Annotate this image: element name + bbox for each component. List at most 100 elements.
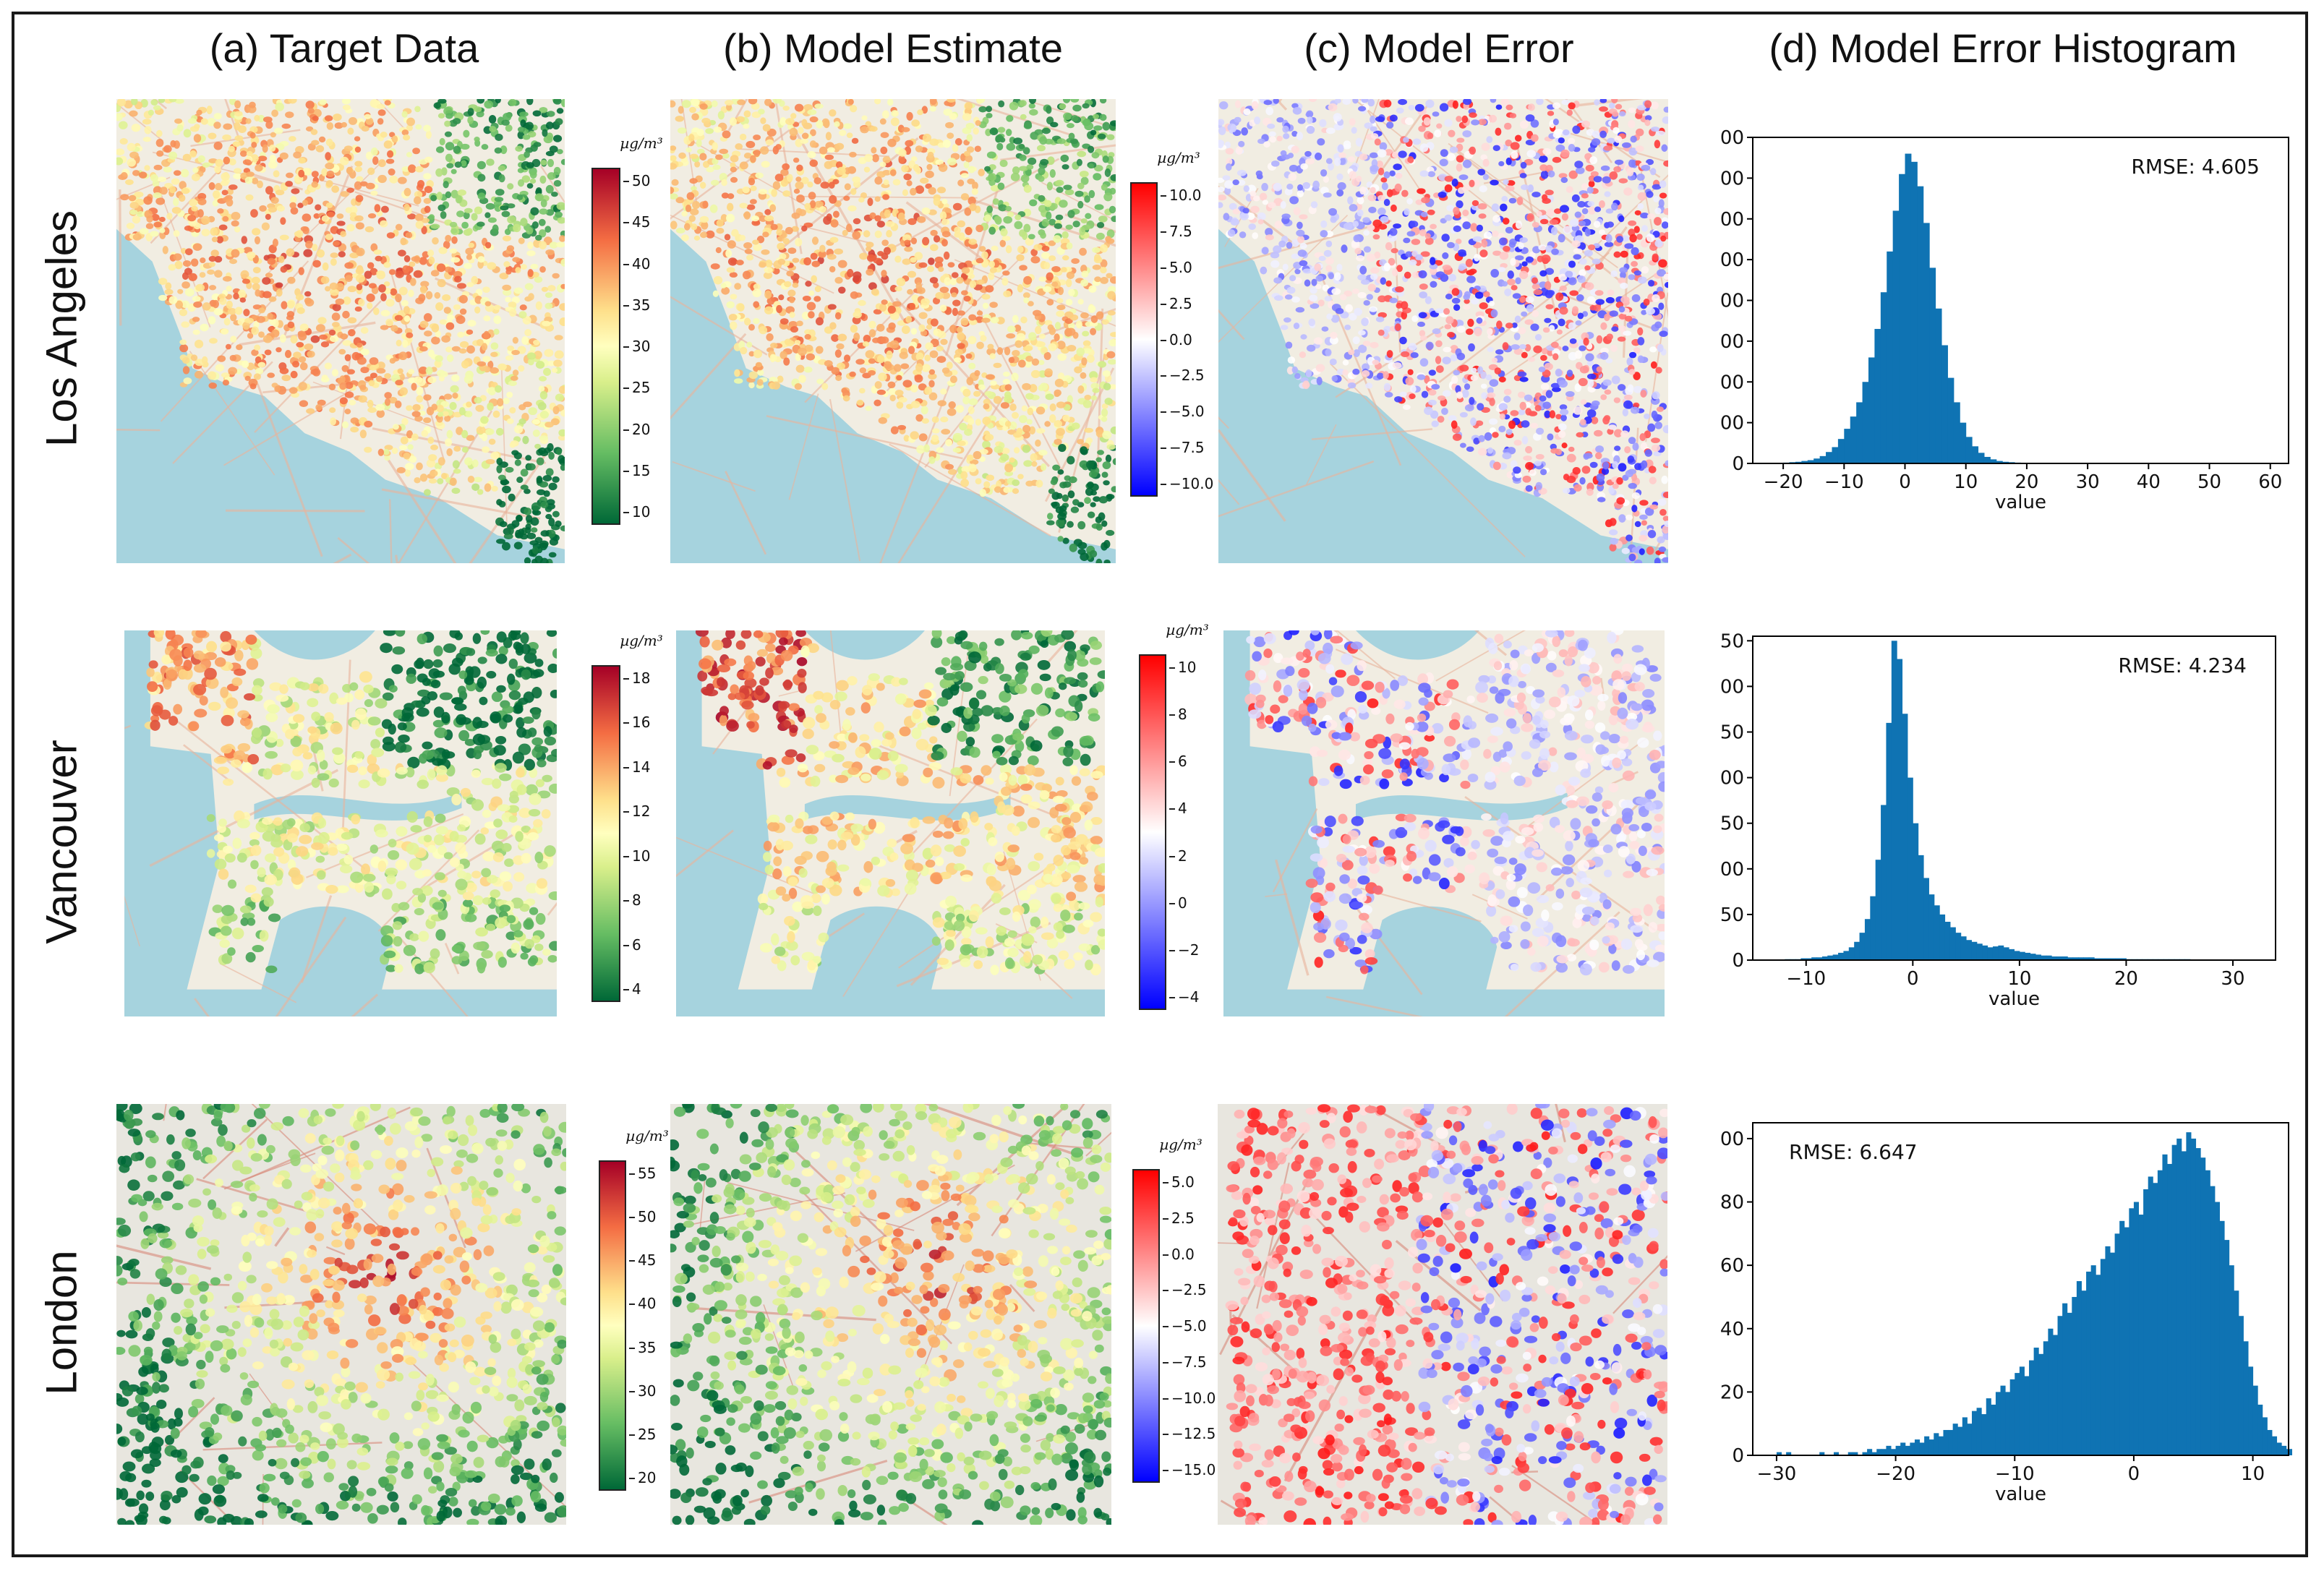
histogram-bar bbox=[1981, 1414, 1987, 1455]
histogram-bar bbox=[2257, 1404, 2263, 1455]
histogram-bar bbox=[1819, 1452, 1825, 1455]
histogram-bar bbox=[1934, 905, 1940, 960]
histogram-bar bbox=[2005, 1392, 2011, 1455]
x-tick-label: 10 bbox=[2241, 1463, 2265, 1485]
histogram-bar bbox=[1868, 357, 1875, 463]
colorbar-unit-label: µg/m³ bbox=[1157, 149, 1200, 166]
histogram-bar bbox=[1938, 1436, 1944, 1455]
histogram-bar bbox=[1914, 1439, 1921, 1455]
histogram-bar bbox=[1819, 455, 1827, 463]
y-tick-label: 40 bbox=[1721, 1319, 1744, 1340]
colorbar-tick-label: 10 bbox=[623, 503, 651, 521]
plot-frame bbox=[1752, 1122, 2289, 1456]
histogram-bar bbox=[1847, 1452, 1853, 1455]
histogram-bar bbox=[1795, 461, 1802, 463]
colorbar-los-angeles-error: 10.0 7.5 5.0 2.5 0.0 −2.5 −5.0 −7.5 −10.0 µg/m³ bbox=[1130, 150, 1237, 497]
histogram-bar bbox=[1899, 174, 1906, 464]
colorbar-tick-label: 14 bbox=[623, 758, 651, 776]
colorbar-tick-label: 45 bbox=[623, 213, 651, 231]
colorbar-tick-label: 50 bbox=[628, 1208, 657, 1226]
colorbar-tick-label: −2.5 bbox=[1161, 367, 1205, 385]
colorbar-unit-label: µg/m³ bbox=[620, 134, 663, 152]
histogram-bar bbox=[1957, 1426, 1963, 1455]
histogram-bar bbox=[1995, 1392, 2002, 1455]
histogram-bar bbox=[2056, 956, 2063, 960]
map-los-angeles-target bbox=[116, 99, 565, 563]
histogram-bar bbox=[1902, 714, 1908, 960]
colorbar-tick-label: 20 bbox=[628, 1469, 657, 1486]
x-tick-label: 30 bbox=[2221, 968, 2244, 990]
histogram-bar bbox=[1881, 805, 1887, 960]
colorbar-tick-label: 40 bbox=[628, 1295, 657, 1313]
colorbar-tick-label: 4 bbox=[1169, 800, 1187, 818]
histogram-bar bbox=[1939, 914, 1946, 960]
colorbar-tick-label: 25 bbox=[623, 379, 651, 397]
histogram-bar bbox=[2181, 1151, 2187, 1455]
histogram-bar bbox=[1848, 947, 1855, 960]
histogram-bar bbox=[2088, 957, 2095, 960]
plot-frame bbox=[1752, 635, 2276, 961]
histogram-bar bbox=[1982, 945, 1988, 960]
map-vancouver-error bbox=[1223, 630, 1665, 1016]
histogram-bar bbox=[1826, 452, 1832, 463]
colorbar-tick-label: 6 bbox=[623, 936, 641, 954]
histogram-bar bbox=[1953, 402, 1960, 463]
x-tick-label: 20 bbox=[2015, 471, 2038, 493]
colorbar-tick-label: 18 bbox=[623, 669, 651, 687]
histogram-bar bbox=[2003, 947, 2009, 960]
histogram-bar bbox=[1972, 446, 1979, 463]
histogram-bar bbox=[1895, 1445, 1901, 1455]
histogram-bar bbox=[2138, 1215, 2144, 1455]
x-tick-label: 0 bbox=[2128, 1463, 2140, 1485]
colorbar-london-target: 55 50 45 40 35 30 25 20 µg/m³ bbox=[599, 1129, 706, 1491]
colorbar-tick-label: 12 bbox=[623, 802, 651, 821]
histogram-bar bbox=[2224, 1240, 2230, 1455]
histogram-bar bbox=[2029, 1360, 2035, 1455]
histogram-bar bbox=[1838, 952, 1844, 960]
histogram-bar bbox=[1998, 945, 2004, 960]
y-axis-label: count bbox=[1721, 274, 1722, 327]
colorbar-tick-label: 4 bbox=[623, 980, 641, 998]
x-tick-label: −30 bbox=[1756, 1463, 1796, 1485]
histogram-bar bbox=[1905, 153, 1912, 464]
histogram-bar bbox=[1928, 1439, 1934, 1455]
colorbar-gradient bbox=[1130, 182, 1158, 497]
colorbar-tick-label: 0.0 bbox=[1163, 1245, 1195, 1263]
histogram-bar bbox=[1978, 453, 1985, 463]
histogram-bar bbox=[1907, 777, 1913, 960]
histogram-bar bbox=[2019, 951, 2025, 960]
histogram-bar bbox=[1786, 1452, 1792, 1455]
y-tick-label: 250 bbox=[1721, 722, 1744, 744]
histogram-bar bbox=[2014, 951, 2020, 960]
histogram-bar bbox=[1991, 1404, 1996, 1455]
histogram-bar bbox=[2083, 957, 2090, 960]
colorbar-tick-label: 40 bbox=[623, 254, 651, 273]
x-tick-label: −10 bbox=[1824, 471, 1864, 493]
x-tick-label: 30 bbox=[2076, 471, 2100, 493]
histogram-bar bbox=[1962, 1417, 1968, 1455]
map-london-error bbox=[1218, 1104, 1667, 1525]
histogram-bar bbox=[1948, 1429, 1954, 1455]
histogram-bar bbox=[1917, 186, 1924, 463]
colorbar-tick-label: 45 bbox=[628, 1251, 657, 1270]
histogram-bar bbox=[2167, 1163, 2173, 1455]
histogram-bar bbox=[2238, 1316, 2244, 1455]
histogram-bar bbox=[2002, 461, 2009, 463]
histogram-bar bbox=[1867, 1449, 1873, 1455]
histogram-bar bbox=[1934, 1433, 1939, 1455]
x-axis-label: value bbox=[1995, 492, 2046, 513]
histogram-bar bbox=[1837, 439, 1845, 463]
colorbar-tick-label: 30 bbox=[623, 338, 651, 355]
map-los-angeles-estimate bbox=[670, 99, 1116, 563]
colorbar-tick-label: 2.5 bbox=[1161, 294, 1192, 312]
histogram-bar bbox=[2210, 1186, 2216, 1455]
histogram-bar bbox=[1983, 456, 1991, 463]
histogram-bar bbox=[2110, 958, 2116, 960]
y-tick-label: 300 bbox=[1721, 331, 1744, 353]
colorbar-unit-label: µg/m³ bbox=[625, 1127, 669, 1144]
histogram-bar bbox=[1918, 855, 1924, 960]
y-tick-label: 350 bbox=[1721, 630, 1744, 652]
histogram-bar bbox=[1913, 823, 1919, 960]
map-london-estimate bbox=[670, 1104, 1111, 1525]
histogram-bar bbox=[2124, 1227, 2129, 1455]
